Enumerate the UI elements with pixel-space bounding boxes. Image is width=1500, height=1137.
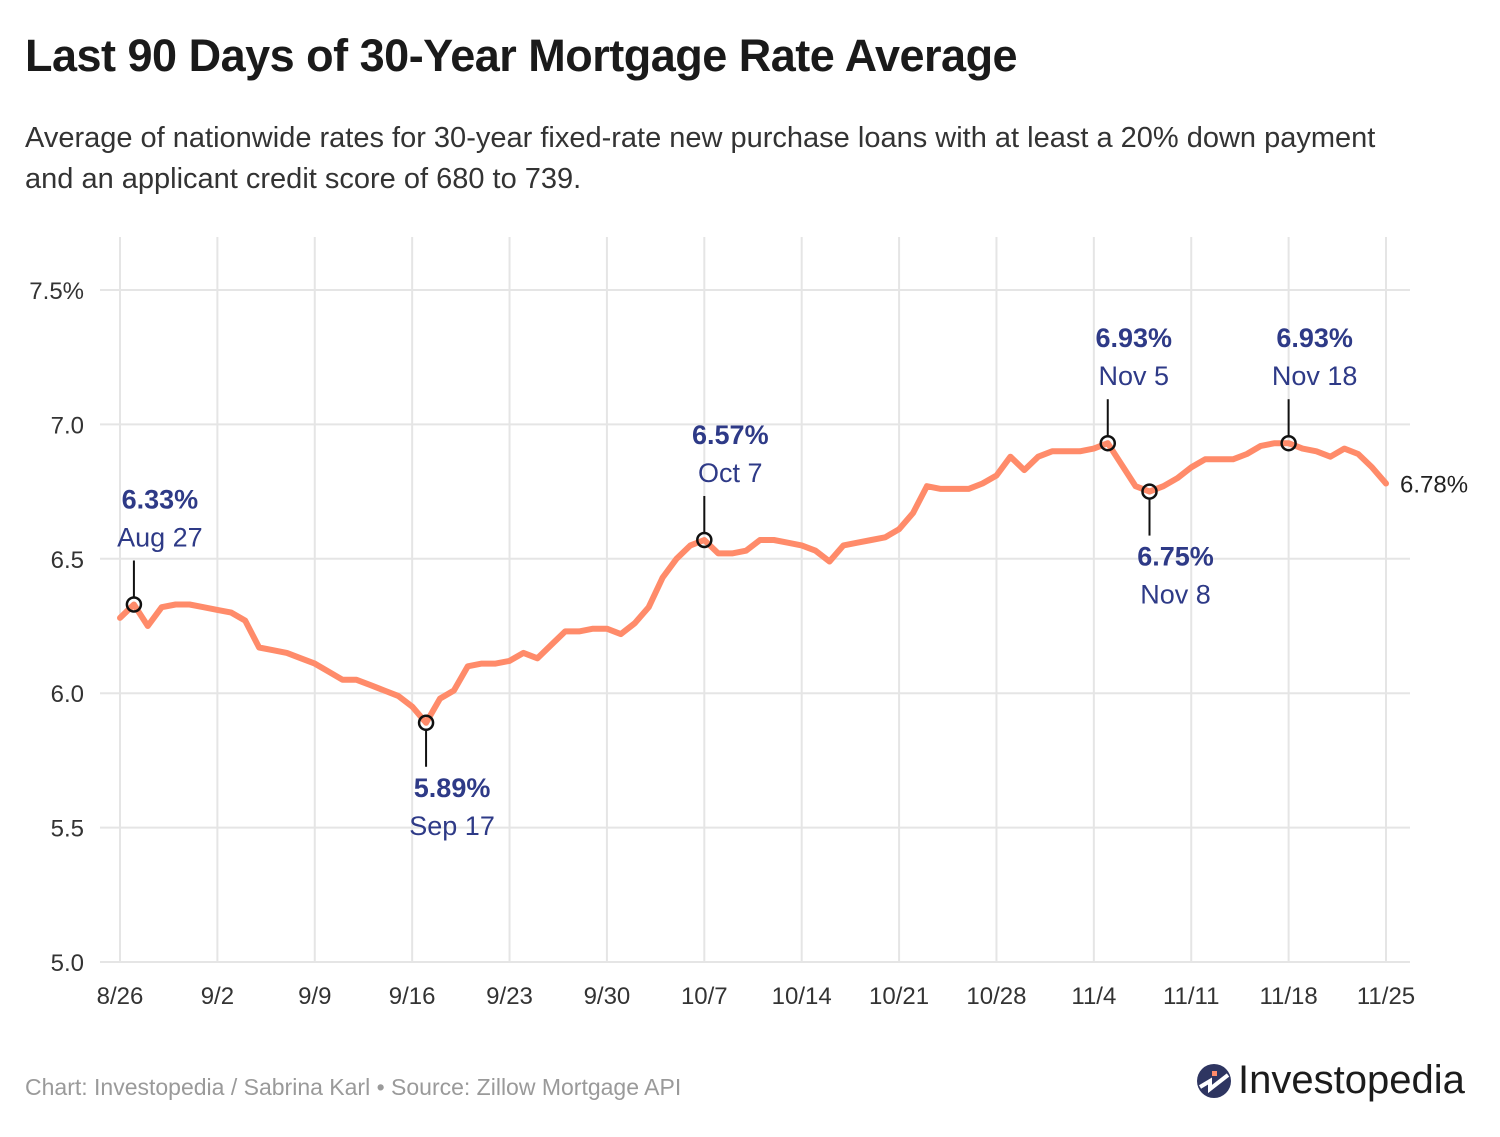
chart-subtitle: Average of nationwide rates for 30-year … (25, 122, 1376, 195)
x-tick-label: 9/30 (584, 983, 631, 1010)
annotation-value: 6.93% (1276, 323, 1353, 353)
annotation-marker (1099, 434, 1117, 452)
chart-title: Last 90 Days of 30-Year Mortgage Rate Av… (25, 30, 1018, 81)
annotation-value: 5.89% (414, 773, 491, 803)
annotation-value: 6.33% (122, 484, 199, 514)
x-tick-label: 10/14 (772, 983, 832, 1010)
x-tick-label: 9/2 (201, 983, 234, 1010)
x-tick-label: 10/28 (966, 983, 1026, 1010)
logo-icon (1197, 1063, 1231, 1098)
y-tick-label: 7.0 (51, 412, 84, 439)
rate-line (117, 440, 1389, 726)
annotation-date: Sep 17 (409, 811, 495, 841)
logo-text: Investopedia (1238, 1058, 1465, 1102)
x-tick-label: 9/23 (486, 983, 533, 1010)
x-tick-label: 11/11 (1163, 983, 1220, 1010)
end-value-label: 6.78% (1400, 472, 1468, 499)
x-tick-label: 11/25 (1357, 983, 1415, 1010)
x-tick-label: 9/16 (389, 983, 436, 1010)
annotation-date: Nov 8 (1140, 580, 1211, 610)
x-tick-label: 11/4 (1071, 983, 1116, 1010)
annotation-marker (696, 531, 713, 549)
y-tick-label: 7.5% (29, 278, 84, 305)
annotation-date: Oct 7 (698, 458, 763, 488)
annotation-date: Aug 27 (117, 522, 203, 552)
x-tick-label: 10/21 (869, 983, 929, 1010)
annotation-marker (417, 714, 435, 732)
y-tick-label: 6.5 (51, 547, 84, 574)
annotation-date: Nov 18 (1272, 361, 1358, 391)
x-tick-label: 9/9 (298, 983, 331, 1010)
annotation-marker (125, 596, 143, 613)
annotation-value: 6.93% (1095, 323, 1172, 353)
y-tick-label: 5.5 (51, 816, 84, 843)
y-tick-label: 5.0 (51, 950, 84, 977)
y-tick-label: 6.0 (51, 681, 84, 708)
annotation-marker (1280, 434, 1297, 452)
source-credit: Chart: Investopedia / Sabrina Karl • Sou… (25, 1074, 682, 1100)
annotation-marker (1141, 483, 1158, 500)
x-tick-label: 10/7 (681, 983, 728, 1010)
annotation-date: Nov 5 (1098, 361, 1169, 391)
investopedia-logo: Investopedia (1196, 1058, 1465, 1103)
x-tick-label: 11/18 (1259, 983, 1317, 1010)
annotation-value: 6.57% (692, 420, 769, 450)
x-tick-label: 8/26 (97, 983, 144, 1010)
annotation-value: 6.75% (1137, 542, 1214, 572)
